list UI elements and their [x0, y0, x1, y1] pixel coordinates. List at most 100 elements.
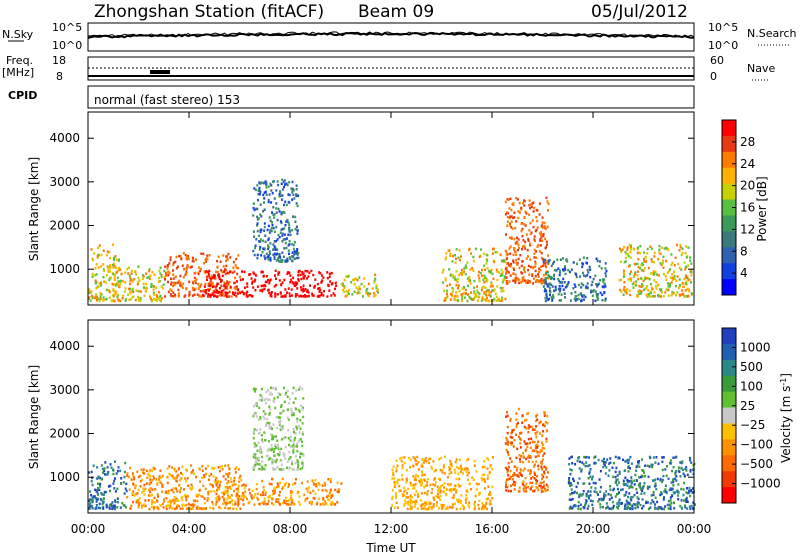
velocity-echo-cell: [205, 507, 207, 510]
power-echo-cell: [220, 280, 222, 283]
velocity-echo-cell: [290, 413, 293, 417]
power-echo-cell: [263, 225, 266, 229]
power-echo-cell: [544, 271, 547, 275]
velocity-echo-cell: [281, 427, 284, 430]
velocity-echo-cell: [148, 482, 151, 485]
velocity-echo-cell: [591, 475, 594, 478]
power-echo-cell: [312, 294, 315, 297]
power-echo-cell: [661, 259, 664, 262]
velocity-echo-cell: [657, 507, 660, 511]
power-echo-cell: [168, 262, 171, 265]
power-echo-cell: [636, 262, 639, 266]
power-echo-cell: [200, 267, 202, 271]
power-echo-cell: [91, 275, 94, 279]
velocity-echo-cell: [124, 506, 127, 509]
velocity-echo-cell: [663, 507, 666, 511]
power-echo-cell: [499, 286, 502, 290]
velocity-echo-cell: [217, 486, 220, 489]
power-echo-cell: [637, 270, 639, 273]
power-echo-cell: [89, 299, 92, 302]
velocity-echo-cell: [579, 507, 582, 511]
power-echo-cell: [293, 197, 296, 200]
power-echo-cell: [468, 295, 471, 299]
velocity-echo-cell: [626, 507, 629, 511]
power-echo-cell: [259, 203, 262, 206]
velocity-echo-cell: [592, 481, 595, 485]
power-echo-cell: [525, 281, 528, 284]
power-echo-cell: [297, 277, 300, 281]
velocity-echo-cell: [215, 484, 218, 487]
velocity-echo-cell: [291, 462, 294, 466]
velocity-echo-cell: [216, 489, 219, 492]
velocity-echo-cell: [150, 505, 153, 508]
velocity-echo-cell: [221, 491, 224, 494]
power-echo-cell: [252, 286, 255, 289]
velocity-echo-cell: [456, 465, 458, 469]
velocity-echo-cell: [403, 502, 406, 506]
velocity-echo-cell: [656, 477, 659, 481]
velocity-echo-cell: [193, 503, 196, 507]
power-echo-cell: [256, 224, 259, 227]
power-echo-cell: [170, 281, 173, 284]
velocity-echo-cell: [578, 493, 581, 497]
velocity-echo-cell: [433, 498, 436, 501]
power-echo-cell: [581, 265, 584, 269]
velocity-echo-cell: [155, 506, 158, 509]
velocity-echo-cell: [326, 490, 329, 493]
velocity-echo-cell: [88, 503, 91, 506]
power-echo-cell: [648, 278, 651, 281]
power-echo-cell: [220, 284, 223, 287]
velocity-echo-cell: [299, 385, 302, 389]
velocity-echo-cell: [618, 491, 620, 494]
velocity-echo-cell: [582, 489, 585, 493]
velocity-echo-cell: [395, 480, 398, 484]
power-echo-cell: [113, 299, 116, 303]
velocity-echo-cell: [648, 465, 651, 468]
power-echo-cell: [176, 265, 179, 268]
velocity-echo-cell: [540, 481, 543, 485]
power-echo-cell: [633, 262, 636, 266]
power-echo-cell: [641, 262, 643, 265]
velocity-echo-cell: [139, 501, 142, 505]
velocity-echo-cell: [634, 503, 637, 506]
velocity-echo-cell: [571, 462, 574, 465]
velocity-echo-cell: [261, 465, 264, 468]
velocity-echo-cell: [677, 483, 680, 486]
power-echo-cell: [554, 285, 557, 289]
power-echo-cell: [259, 190, 262, 193]
power-echo-cell: [236, 272, 239, 276]
power-echo-cell: [115, 258, 118, 261]
velocity-echo-cell: [257, 432, 260, 435]
power-echo-cell: [596, 285, 599, 288]
velocity-echo-cell: [235, 494, 238, 498]
velocity-colorbar-tick-label: −100: [740, 438, 773, 452]
velocity-echo-cell: [647, 507, 650, 511]
power-echo-cell: [308, 271, 311, 275]
power-echo-cell: [568, 270, 571, 274]
velocity-echo-cell: [133, 476, 136, 479]
velocity-echo-cell: [684, 506, 687, 509]
power-echo-cell: [671, 290, 674, 294]
power-echo-cell: [303, 274, 306, 278]
power-echo-cell: [343, 278, 346, 282]
power-echo-cell: [536, 279, 539, 282]
power-echo-cell: [516, 198, 519, 201]
velocity-echo-cell: [669, 459, 672, 462]
velocity-echo-cell: [324, 500, 327, 503]
velocity-echo-cell: [458, 485, 461, 488]
power-echo-cell: [533, 252, 536, 255]
velocity-echo-cell: [242, 491, 244, 495]
velocity-echo-cell: [425, 503, 428, 506]
velocity-echo-cell: [257, 457, 260, 461]
velocity-echo-cell: [513, 488, 516, 491]
power-echo-cell: [309, 284, 311, 287]
power-echo-cell: [673, 274, 676, 278]
velocity-echo-cell: [275, 415, 278, 419]
power-echo-cell: [544, 278, 547, 282]
power-echo-cell: [666, 271, 669, 274]
power-echo-cell: [89, 291, 92, 294]
velocity-echo-cell: [629, 455, 632, 459]
velocity-echo-cell: [597, 500, 600, 503]
power-echo-cell: [443, 289, 446, 292]
power-echo-cell: [326, 276, 329, 280]
